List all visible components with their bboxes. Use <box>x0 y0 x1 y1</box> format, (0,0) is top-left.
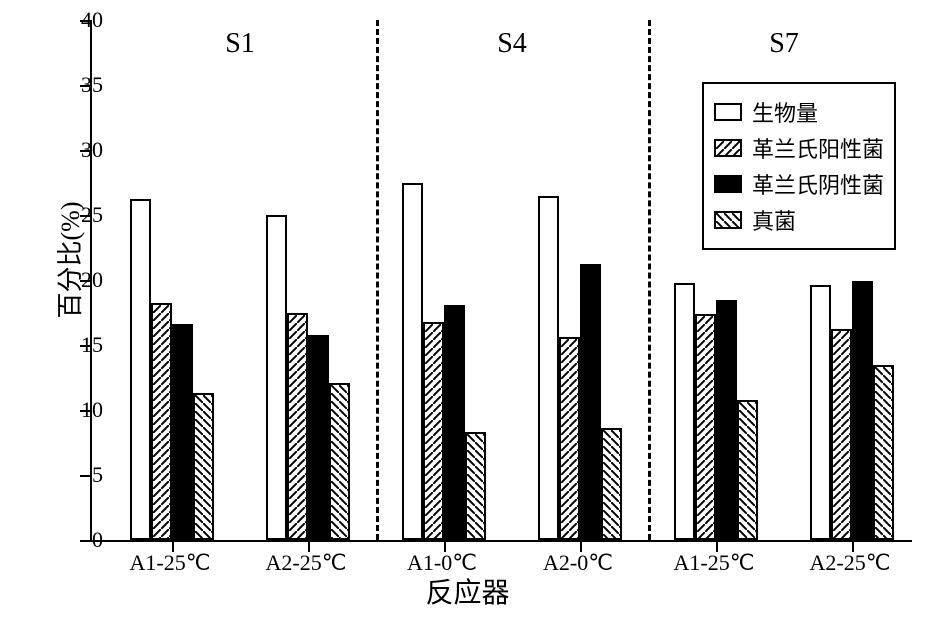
legend-item: 真菌 <box>714 204 884 236</box>
legend-swatch-icon <box>714 103 742 121</box>
y-tick-label: 30 <box>81 137 103 163</box>
bar-biomass <box>674 283 695 540</box>
section-divider <box>648 20 651 540</box>
y-tick-label: 0 <box>92 527 103 553</box>
section-divider <box>376 20 379 540</box>
legend-swatch-icon <box>714 211 742 229</box>
legend: 生物量革兰氏阳性菌革兰氏阴性菌真菌 <box>702 82 896 250</box>
bar-gram_pos <box>695 314 716 540</box>
bar-gram_neg <box>172 324 193 540</box>
chart-container: 百分比(%) S1S4S7生物量革兰氏阳性菌革兰氏阴性菌真菌 反应器 05101… <box>0 0 935 617</box>
bar-gram_neg <box>716 300 737 541</box>
bar-fungi <box>737 400 758 540</box>
y-tick-label: 25 <box>81 202 103 228</box>
y-tick-label: 15 <box>81 332 103 358</box>
section-label: S7 <box>769 28 799 60</box>
bar-gram_neg <box>444 305 465 540</box>
bar-gram_neg <box>852 281 873 540</box>
y-tick <box>80 475 90 477</box>
bar-biomass <box>130 199 151 540</box>
legend-swatch-icon <box>714 139 742 157</box>
x-tick-label: A1-0℃ <box>407 550 477 576</box>
legend-item: 生物量 <box>714 96 884 128</box>
bar-fungi <box>873 365 894 541</box>
x-axis-title: 反应器 <box>0 571 935 611</box>
y-tick-label: 35 <box>81 72 103 98</box>
legend-item: 革兰氏阳性菌 <box>714 132 884 164</box>
legend-swatch-icon <box>714 175 742 193</box>
legend-label: 真菌 <box>752 204 796 236</box>
section-label: S1 <box>225 28 255 60</box>
x-tick-label: A2-25℃ <box>266 550 347 576</box>
bar-fungi <box>193 393 214 540</box>
y-tick-label: 40 <box>81 7 103 33</box>
plot-area: S1 S4 S7 生物量革兰氏阳性菌革兰氏阴性菌真菌 <box>90 20 912 542</box>
bar-gram_pos <box>151 303 172 540</box>
y-tick-label: 10 <box>81 397 103 423</box>
legend-label: 革兰氏阳性菌 <box>752 132 884 164</box>
bar-gram_neg <box>580 264 601 540</box>
bar-biomass <box>402 183 423 541</box>
x-tick-label: A2-25℃ <box>810 550 891 576</box>
legend-label: 革兰氏阴性菌 <box>752 168 884 200</box>
x-tick-label: A1-25℃ <box>130 550 211 576</box>
x-tick-label: A1-25℃ <box>674 550 755 576</box>
bar-biomass <box>266 215 287 540</box>
bar-gram_pos <box>559 337 580 540</box>
y-tick-label: 20 <box>81 267 103 293</box>
bar-gram_neg <box>308 335 329 540</box>
x-tick-label: A2-0℃ <box>543 550 613 576</box>
y-tick <box>80 540 90 542</box>
bar-fungi <box>465 432 486 540</box>
section-label: S4 <box>497 28 527 60</box>
bar-fungi <box>601 428 622 540</box>
bar-biomass <box>810 285 831 540</box>
legend-item: 革兰氏阴性菌 <box>714 168 884 200</box>
bar-gram_pos <box>831 329 852 540</box>
bar-fungi <box>329 383 350 540</box>
bar-biomass <box>538 196 559 541</box>
bar-gram_pos <box>287 313 308 541</box>
y-tick-label: 5 <box>92 462 103 488</box>
legend-label: 生物量 <box>752 96 818 128</box>
bar-gram_pos <box>423 322 444 540</box>
